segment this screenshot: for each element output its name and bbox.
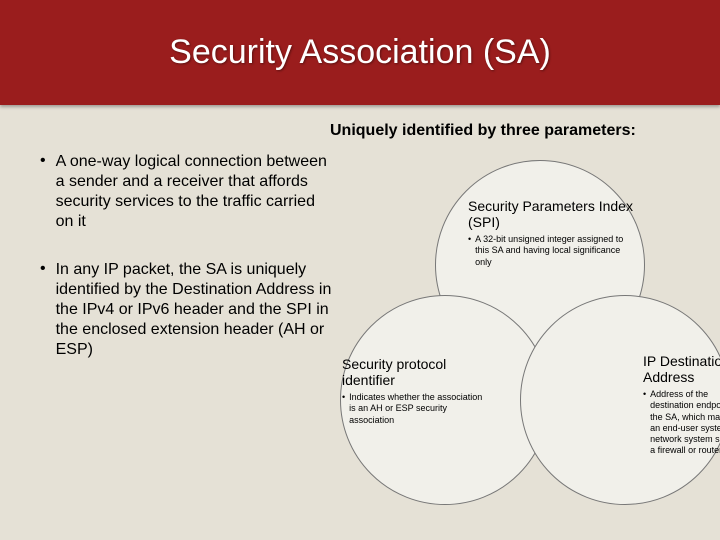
bullet-text: A one-way logical connection between a s… (56, 152, 335, 232)
slide-title: Security Association (SA) (169, 33, 551, 72)
title-band: Security Association (SA) (0, 0, 720, 105)
venn-heading: Security protocol identifier (342, 356, 487, 388)
bullet-text: In any IP packet, the SA is uniquely ide… (56, 260, 335, 360)
venn-label-top: Security Parameters Index (SPI) • A 32-b… (468, 198, 638, 268)
venn-subtext: Address of the destination endpoint of t… (650, 389, 720, 457)
venn-heading: IP Destination Address (643, 353, 720, 385)
venn-subtext: Indicates whether the association is an … (349, 392, 487, 426)
left-column: • A one-way logical connection between a… (40, 152, 335, 388)
bullet-icon: • (468, 234, 471, 268)
bullet-item: • A one-way logical connection between a… (40, 152, 335, 232)
bullet-icon: • (342, 392, 345, 426)
venn-subtext: A 32-bit unsigned integer assigned to th… (475, 234, 638, 268)
bullet-icon: • (643, 389, 646, 457)
bullet-icon: • (40, 152, 46, 232)
venn-label-left: Security protocol identifier • Indicates… (342, 356, 487, 426)
bullet-item: • In any IP packet, the SA is uniquely i… (40, 260, 335, 360)
bullet-icon: • (40, 260, 46, 360)
venn-heading: Security Parameters Index (SPI) (468, 198, 638, 230)
venn-diagram: Security Parameters Index (SPI) • A 32-b… (340, 160, 710, 520)
subtitle: Uniquely identified by three parameters: (330, 122, 636, 140)
venn-label-right: IP Destination Address • Address of the … (643, 353, 720, 457)
